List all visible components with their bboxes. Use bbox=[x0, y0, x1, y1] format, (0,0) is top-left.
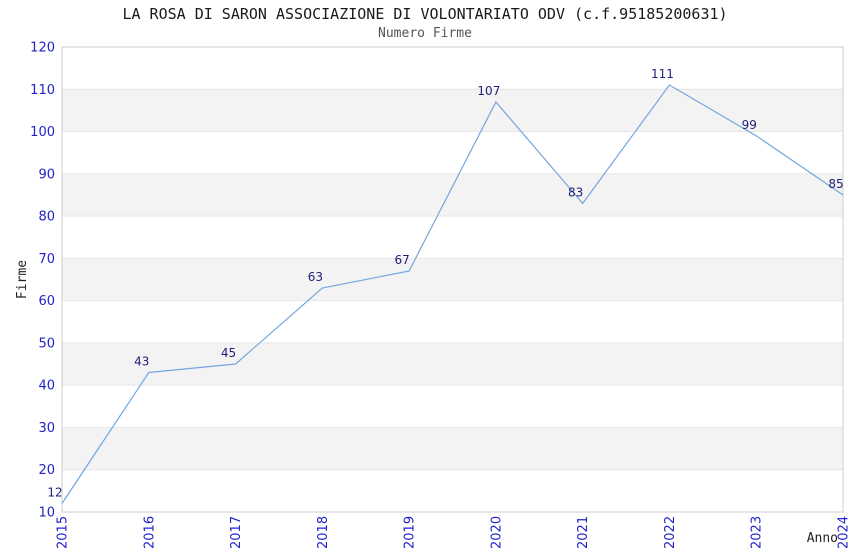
y-axis-title: Firme bbox=[15, 260, 30, 299]
x-tick-label: 2024 bbox=[837, 516, 850, 549]
series-line bbox=[61, 84, 844, 504]
grid-band bbox=[62, 427, 843, 470]
y-tick-label: 60 bbox=[38, 294, 55, 309]
data-point-label: 111 bbox=[651, 67, 674, 81]
y-tick-label: 100 bbox=[30, 125, 55, 140]
y-tick-label: 120 bbox=[30, 41, 55, 56]
data-point-label: 85 bbox=[828, 177, 843, 191]
y-tick-label: 110 bbox=[30, 83, 55, 98]
x-tick-label: 2019 bbox=[403, 516, 418, 549]
chart-title: LA ROSA DI SARON ASSOCIAZIONE DI VOLONTA… bbox=[122, 5, 728, 23]
y-tick-label: 10 bbox=[38, 506, 55, 521]
plot-border bbox=[61, 46, 844, 513]
grid-band bbox=[62, 342, 843, 386]
x-tick-label: 2020 bbox=[489, 516, 504, 549]
data-point-label: 45 bbox=[221, 346, 236, 360]
y-tick-label: 50 bbox=[38, 336, 55, 351]
y-tick-label: 70 bbox=[38, 252, 55, 267]
x-tick-label: 2017 bbox=[229, 516, 244, 549]
grid-band bbox=[62, 258, 843, 301]
data-point-label: 107 bbox=[477, 84, 500, 98]
data-point-label: 99 bbox=[742, 118, 757, 132]
x-tick-label: 2022 bbox=[663, 516, 678, 549]
data-point-label: 63 bbox=[308, 270, 323, 284]
data-point-label: 43 bbox=[134, 355, 149, 369]
y-tick-label: 40 bbox=[38, 379, 55, 394]
x-tick-label: 2015 bbox=[56, 516, 71, 549]
x-tick-label: 2021 bbox=[576, 516, 591, 549]
data-point-label: 12 bbox=[47, 486, 62, 500]
data-point-label: 83 bbox=[568, 185, 583, 199]
chart-subtitle: Numero Firme bbox=[378, 26, 472, 41]
x-axis-title: Anno bbox=[807, 531, 838, 546]
x-tick-label: 2023 bbox=[750, 516, 765, 549]
data-point-label: 67 bbox=[394, 253, 409, 267]
x-tick-label: 2016 bbox=[142, 516, 157, 549]
grid-band bbox=[62, 173, 843, 217]
y-tick-label: 20 bbox=[38, 463, 55, 478]
grid-band bbox=[62, 89, 843, 132]
y-tick-label: 80 bbox=[38, 210, 55, 225]
y-tick-label: 30 bbox=[38, 421, 55, 436]
x-tick-label: 2018 bbox=[316, 516, 331, 549]
y-tick-label: 90 bbox=[38, 167, 55, 182]
